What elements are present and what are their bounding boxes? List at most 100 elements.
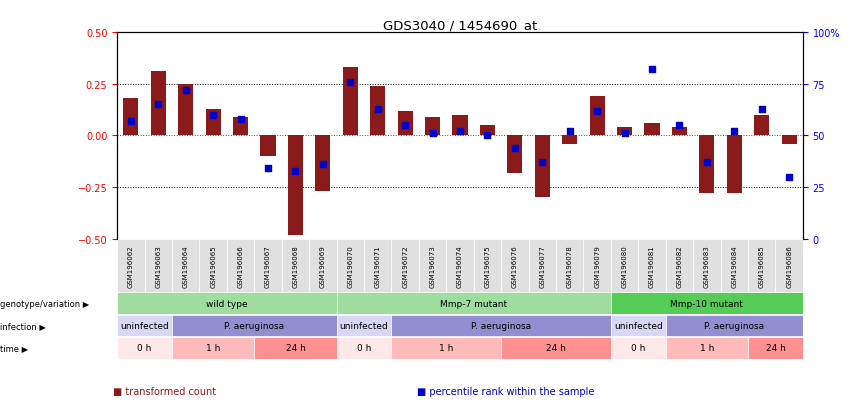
Text: genotype/variation ▶: genotype/variation ▶ — [0, 299, 89, 308]
Bar — [337, 293, 611, 314]
Text: GSM196079: GSM196079 — [595, 244, 600, 287]
Bar — [611, 337, 666, 359]
Text: GSM196077: GSM196077 — [539, 244, 545, 287]
Bar — [446, 239, 474, 292]
Point — [398, 123, 412, 129]
Bar — [535, 136, 549, 198]
Text: GSM196075: GSM196075 — [484, 244, 490, 287]
Bar — [343, 68, 358, 136]
Point — [508, 145, 522, 152]
Text: time ▶: time ▶ — [0, 344, 28, 353]
Text: 24 h: 24 h — [766, 344, 786, 353]
Bar — [233, 118, 248, 136]
Bar — [282, 239, 309, 292]
Point — [207, 112, 220, 119]
Bar — [748, 239, 775, 292]
Text: GSM196084: GSM196084 — [732, 244, 737, 287]
Bar — [206, 109, 220, 136]
Text: uninfected: uninfected — [339, 321, 388, 330]
Text: wild type: wild type — [206, 299, 247, 308]
Bar — [172, 337, 254, 359]
Bar — [371, 87, 385, 136]
Point — [344, 79, 358, 86]
Bar — [260, 136, 275, 157]
Text: 0 h: 0 h — [357, 344, 372, 353]
Text: GSM196068: GSM196068 — [293, 244, 299, 287]
Text: GSM196086: GSM196086 — [786, 244, 792, 287]
Bar — [474, 239, 501, 292]
Bar — [391, 337, 501, 359]
Bar — [611, 239, 638, 292]
Text: GSM196080: GSM196080 — [621, 244, 628, 287]
Bar — [480, 126, 495, 136]
Bar — [562, 136, 577, 145]
Bar — [425, 118, 440, 136]
Bar — [617, 128, 632, 136]
Bar — [315, 136, 331, 192]
Point — [782, 174, 796, 180]
Bar — [309, 239, 337, 292]
Bar — [288, 136, 303, 235]
Bar — [151, 72, 166, 136]
Bar — [666, 337, 748, 359]
Text: 0 h: 0 h — [631, 344, 646, 353]
Text: Mmp-10 mutant: Mmp-10 mutant — [670, 299, 743, 308]
Bar — [117, 337, 172, 359]
Text: Mmp-7 mutant: Mmp-7 mutant — [440, 299, 507, 308]
Text: GSM196072: GSM196072 — [402, 244, 408, 287]
Bar — [529, 239, 556, 292]
Text: GSM196083: GSM196083 — [704, 244, 710, 287]
Text: P. aeruginosa: P. aeruginosa — [224, 321, 285, 330]
Bar — [117, 239, 145, 292]
Bar — [172, 315, 337, 337]
Bar — [337, 315, 391, 337]
Bar — [782, 136, 797, 145]
Bar — [556, 239, 583, 292]
Point — [481, 133, 495, 140]
Text: 24 h: 24 h — [546, 344, 566, 353]
Text: uninfected: uninfected — [121, 321, 169, 330]
Point — [645, 67, 659, 74]
Text: GSM196073: GSM196073 — [430, 244, 436, 287]
Bar — [611, 315, 666, 337]
Bar — [666, 239, 694, 292]
Text: ■ transformed count: ■ transformed count — [113, 387, 216, 396]
Point — [536, 159, 549, 166]
Bar — [501, 239, 529, 292]
Text: GSM196063: GSM196063 — [155, 244, 161, 287]
Text: GSM196074: GSM196074 — [457, 244, 463, 287]
Text: GSM196064: GSM196064 — [183, 244, 188, 287]
Bar — [638, 239, 666, 292]
Bar — [672, 128, 687, 136]
Bar — [501, 337, 611, 359]
Bar — [254, 337, 337, 359]
Bar — [364, 239, 391, 292]
Text: GSM196065: GSM196065 — [210, 244, 216, 287]
Text: GSM196062: GSM196062 — [128, 244, 134, 287]
Point — [425, 131, 439, 138]
Text: infection ▶: infection ▶ — [0, 321, 46, 330]
Bar — [645, 124, 660, 136]
Text: 1 h: 1 h — [206, 344, 220, 353]
Bar — [419, 239, 446, 292]
Bar — [583, 239, 611, 292]
Point — [151, 102, 165, 109]
Bar — [337, 239, 364, 292]
Text: GSM196066: GSM196066 — [238, 244, 244, 287]
Text: uninfected: uninfected — [614, 321, 662, 330]
Bar — [398, 112, 412, 136]
Bar — [254, 239, 282, 292]
Text: 0 h: 0 h — [137, 344, 152, 353]
Point — [755, 106, 769, 113]
Bar — [117, 315, 172, 337]
Point — [673, 123, 687, 129]
Point — [179, 88, 193, 94]
Bar — [391, 315, 611, 337]
Point — [288, 168, 302, 174]
Bar — [508, 136, 523, 173]
Bar — [748, 337, 803, 359]
Bar — [391, 239, 419, 292]
Bar — [227, 239, 254, 292]
Bar — [700, 136, 714, 194]
Text: ■ percentile rank within the sample: ■ percentile rank within the sample — [417, 387, 594, 396]
